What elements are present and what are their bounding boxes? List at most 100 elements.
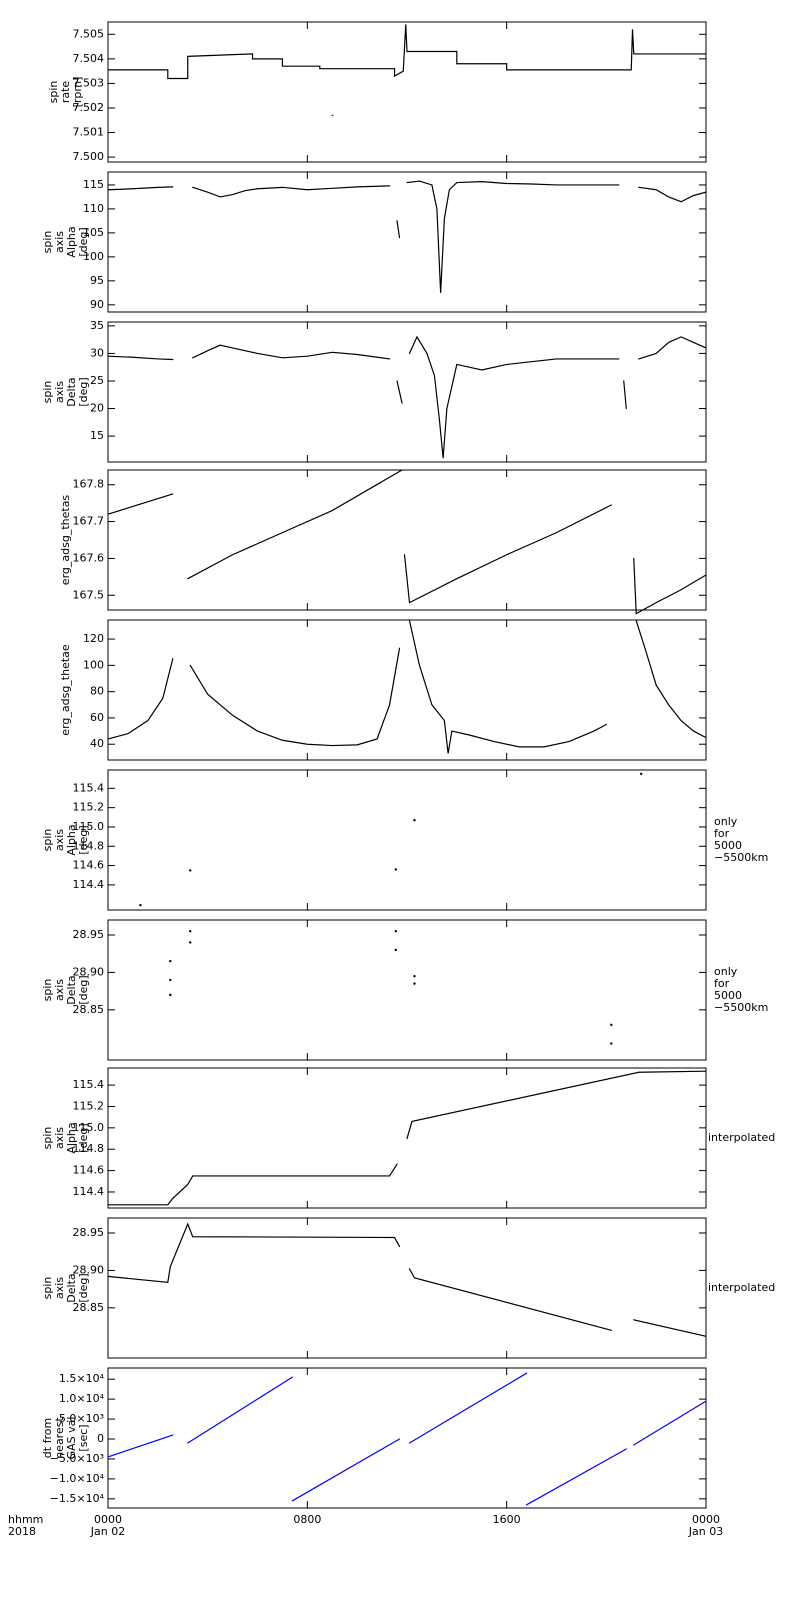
data-point bbox=[169, 959, 172, 963]
y-tick-label: 40 bbox=[90, 737, 104, 750]
y-axis-label: Delta bbox=[65, 1273, 78, 1302]
y-tick-label: 28.85 bbox=[73, 1003, 105, 1016]
y-tick-label: 80 bbox=[90, 685, 104, 698]
data-line bbox=[107, 1070, 707, 1206]
panel-frame bbox=[107, 171, 707, 313]
y-axis-label: erg_adsg_thetas bbox=[59, 495, 72, 586]
panel-frame bbox=[107, 1367, 707, 1509]
y-tick-label: −1.0×10⁴ bbox=[50, 1472, 105, 1485]
y-axis-label: [deg] bbox=[77, 825, 90, 854]
data-point bbox=[413, 982, 416, 985]
data-point bbox=[189, 941, 192, 944]
y-tick-label: 114.4 bbox=[73, 1185, 105, 1198]
y-tick-label: 15 bbox=[90, 429, 104, 442]
y-axis-label: spin bbox=[41, 1277, 54, 1300]
y-axis-label: Alpha bbox=[65, 824, 78, 855]
y-tick-label: 5.0×10³ bbox=[59, 1412, 104, 1425]
y-axis-label: spin bbox=[41, 231, 54, 254]
y-axis-label: spin bbox=[41, 381, 54, 404]
y-axis-label: spin bbox=[41, 979, 54, 1002]
y-tick-label: 7.500 bbox=[73, 150, 105, 163]
data-point bbox=[640, 772, 643, 776]
side-note: only bbox=[714, 815, 738, 828]
x-axis-label: hhmm bbox=[8, 1513, 43, 1526]
panel-frame bbox=[107, 619, 707, 761]
data-point bbox=[189, 930, 192, 933]
y-tick-label: 20 bbox=[90, 402, 104, 415]
panel-frame bbox=[107, 1067, 707, 1209]
y-axis-label: Alpha bbox=[65, 226, 78, 257]
side-note: −5500km bbox=[714, 1001, 768, 1014]
panel-frame bbox=[107, 769, 707, 911]
y-tick-label: 115.0 bbox=[73, 820, 105, 833]
y-tick-label: −1.5×10⁴ bbox=[50, 1492, 105, 1505]
y-tick-label: 114.6 bbox=[73, 859, 105, 872]
y-tick-label: 167.5 bbox=[73, 588, 105, 601]
y-tick-label: 105 bbox=[83, 226, 104, 239]
data-point bbox=[394, 868, 397, 871]
data-line bbox=[107, 620, 707, 754]
x-tick-label: 1600 bbox=[493, 1513, 521, 1526]
data-line bbox=[107, 1372, 707, 1506]
side-note: 5000 bbox=[714, 839, 742, 852]
data-point bbox=[189, 869, 192, 872]
x-tick-label: 0000 bbox=[692, 1513, 720, 1526]
y-tick-label: 100 bbox=[83, 658, 104, 671]
y-tick-label: 90 bbox=[90, 298, 104, 311]
panel-frame bbox=[107, 21, 707, 163]
y-tick-label: 167.8 bbox=[73, 478, 105, 491]
side-note: only bbox=[714, 965, 738, 978]
panel-frame bbox=[107, 321, 707, 463]
y-axis-label: axis bbox=[53, 829, 66, 851]
data-point bbox=[413, 819, 416, 822]
y-axis-label: GAS val bbox=[65, 1417, 78, 1460]
y-tick-label: 115.4 bbox=[73, 1078, 105, 1091]
data-line bbox=[107, 1222, 707, 1337]
panel-frame bbox=[107, 469, 707, 611]
data-line bbox=[107, 180, 707, 293]
side-note: interpolated bbox=[708, 1131, 775, 1144]
side-note: 5000 bbox=[714, 989, 742, 1002]
y-tick-label: 0 bbox=[97, 1432, 104, 1445]
y-axis-label: axis bbox=[53, 979, 66, 1001]
y-axis-label: dt from bbox=[41, 1418, 54, 1458]
y-axis-label: axis bbox=[53, 381, 66, 403]
y-axis-label: spin bbox=[47, 81, 60, 104]
data-line bbox=[107, 24, 707, 116]
x-tick-label: 0800 bbox=[293, 1513, 321, 1526]
side-note: for bbox=[714, 977, 730, 990]
y-axis-label: axis bbox=[53, 1127, 66, 1149]
y-tick-label: 28.95 bbox=[73, 928, 105, 941]
y-axis-label: [deg] bbox=[77, 377, 90, 406]
y-tick-label: 7.505 bbox=[73, 27, 105, 40]
x-tick-label: 0000 bbox=[94, 1513, 122, 1526]
y-tick-label: 167.7 bbox=[73, 515, 105, 528]
data-point bbox=[610, 1023, 613, 1027]
y-tick-label: 114.4 bbox=[73, 878, 105, 891]
y-tick-label: 95 bbox=[90, 274, 104, 287]
y-axis-label: [sec] bbox=[77, 1424, 90, 1451]
y-axis-label: nearest bbox=[53, 1417, 66, 1459]
y-tick-label: 100 bbox=[83, 250, 104, 263]
y-tick-label: 115.2 bbox=[73, 1099, 105, 1112]
side-note: −5500km bbox=[714, 851, 768, 864]
y-tick-label: 1.0×10⁴ bbox=[59, 1392, 105, 1405]
y-tick-label: 25 bbox=[90, 374, 104, 387]
data-point bbox=[394, 930, 397, 933]
y-axis-label: [deg] bbox=[77, 975, 90, 1004]
y-axis-label: rate bbox=[59, 81, 72, 104]
y-tick-label: 28.95 bbox=[73, 1226, 105, 1239]
data-point bbox=[139, 903, 142, 907]
y-tick-label: 114.6 bbox=[73, 1164, 105, 1177]
y-axis-label: spin bbox=[41, 1127, 54, 1150]
y-axis-label: [deg] bbox=[77, 227, 90, 256]
y-tick-label: −5.0×10³ bbox=[50, 1452, 104, 1465]
data-point bbox=[610, 1042, 613, 1045]
y-tick-label: 120 bbox=[83, 632, 104, 645]
y-tick-label: 60 bbox=[90, 711, 104, 724]
y-axis-label: axis bbox=[53, 231, 66, 253]
y-tick-label: 28.90 bbox=[73, 965, 105, 978]
y-tick-label: 7.502 bbox=[73, 101, 105, 114]
y-axis-label: spin bbox=[41, 829, 54, 852]
